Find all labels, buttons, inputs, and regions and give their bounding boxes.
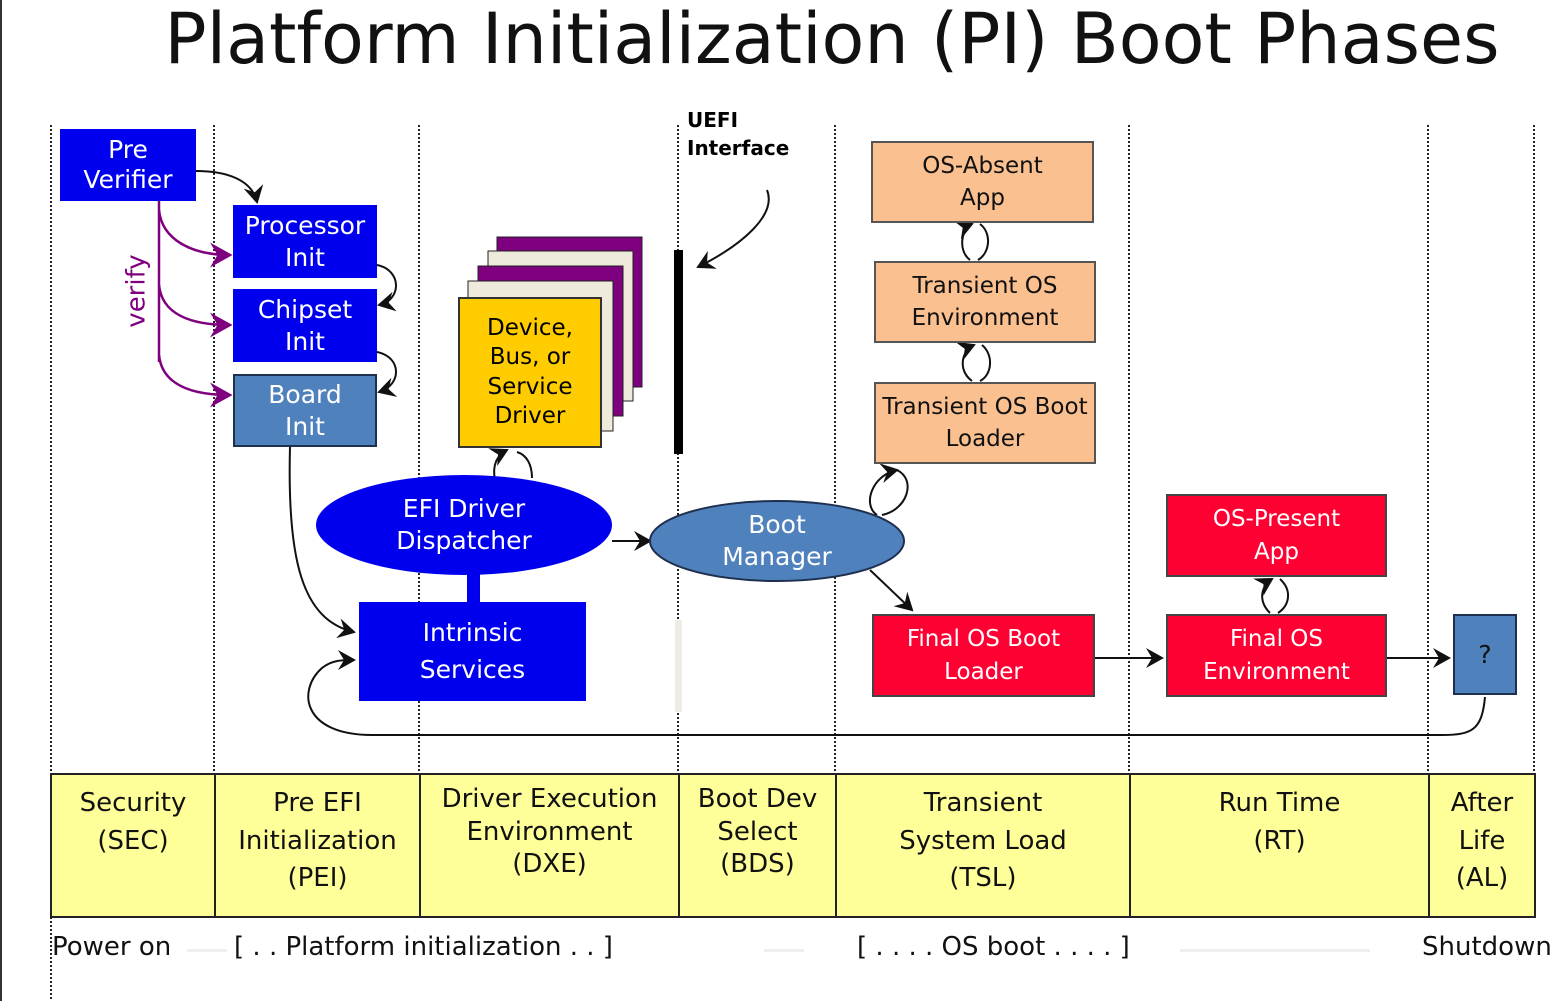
phase-tsl: Transient System Load (TSL): [837, 775, 1131, 916]
footer-shutdown: Shutdown: [1422, 932, 1552, 962]
os-present-app-box: OS-Present App: [1166, 494, 1387, 577]
uefi-interface-bar-lower: [675, 620, 682, 712]
phase-pei: Pre EFI Initialization (PEI): [216, 775, 421, 916]
phase-band: Security (SEC) Pre EFI Initialization (P…: [50, 773, 1536, 918]
verify-label: verify: [121, 254, 152, 328]
transient-os-env-box: Transient OS Environment: [874, 261, 1096, 343]
footer-arrow-2: [764, 949, 804, 952]
phase-dxe: Driver Execution Environment (DXE): [421, 775, 680, 916]
phase-sec: Security (SEC): [52, 775, 216, 916]
footer-platform-init: [ . . Platform initialization . . ]: [234, 932, 613, 962]
footer-power-on: Power on: [52, 932, 172, 962]
uefi-interface-bar: [674, 250, 683, 454]
chipset-init-box: Chipset Init: [233, 289, 377, 362]
footer-os-boot: [ . . . . OS boot . . . . ]: [857, 932, 1130, 962]
efi-dispatcher-shape: [316, 475, 612, 575]
footer-arrow-1: [187, 949, 227, 952]
board-init-box: Board Init: [233, 374, 377, 447]
final-os-loader-box: Final OS Boot Loader: [872, 614, 1095, 697]
boot-manager-label: Boot Manager: [722, 510, 832, 571]
page-title: Platform Initialization (PI) Boot Phases: [164, 0, 1500, 80]
dispatcher-connector: [467, 574, 480, 604]
transient-os-loader-box: Transient OS Boot Loader: [874, 382, 1096, 464]
flow-arrows: [195, 170, 1486, 736]
footer-arrow-3: [1180, 949, 1370, 952]
intrinsic-services-box: Intrinsic Services: [359, 602, 586, 701]
final-os-env-box: Final OS Environment: [1166, 614, 1387, 697]
phase-al: After Life (AL): [1450, 788, 1514, 894]
pre-verifier-box: Pre Verifier: [60, 129, 196, 201]
processor-init-box: Processor Init: [233, 205, 377, 278]
afterlife-box: ?: [1453, 614, 1517, 695]
uefi-interface-label: UEFI Interface: [687, 108, 790, 160]
driver-box: Device, Bus, or Service Driver: [458, 297, 602, 448]
verify-arrows: [157, 201, 233, 408]
phase-bds: Boot Dev Select (BDS): [680, 775, 837, 916]
efi-dispatcher-label: EFI Driver Dispatcher: [396, 494, 532, 555]
boot-manager-shape: [649, 500, 905, 582]
phase-rt: Run Time (RT): [1131, 775, 1430, 916]
os-absent-app-box: OS-Absent App: [871, 141, 1094, 223]
